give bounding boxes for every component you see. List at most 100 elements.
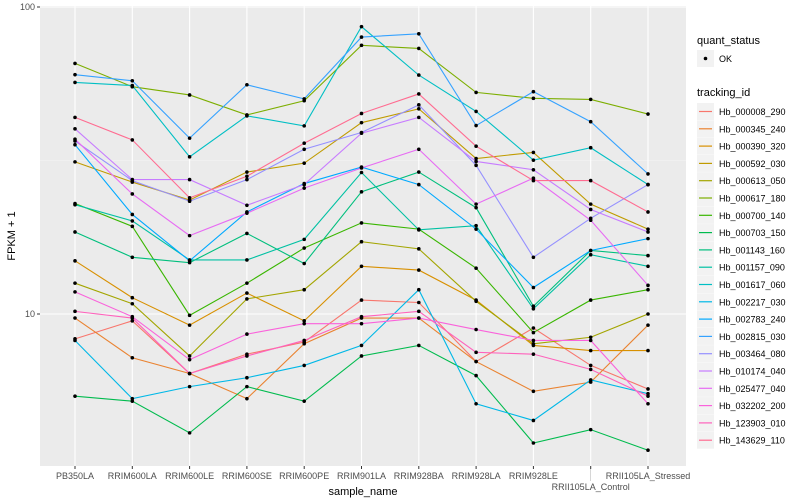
data-point-Hb_003464_080-RRIM928LE (531, 255, 536, 260)
data-point-Hb_000592_030-PB350LA (73, 160, 77, 164)
data-point-Hb_032202_200-RRIM901LA (359, 321, 364, 326)
data-point-Hb_032202_200-RRIM600SE (245, 332, 249, 336)
data-point-Hb_002217_030-RRIM600LE (187, 384, 192, 389)
data-point-Hb_001143_160-RRIM928BA (417, 170, 421, 174)
data-point-Hb_000345_240-RRIM928LA (474, 359, 478, 364)
legend-label-Hb_002815_030: Hb_002815_030 (719, 332, 786, 342)
data-point-Hb_010174_040-RRIM928LE (531, 167, 536, 172)
data-point-Hb_000613_050-RRII105LA_Control (588, 335, 593, 340)
legend: quant_status OK tracking_id Hb_000008_290 Hb… (697, 35, 786, 449)
data-point-Hb_000592_030-RRIM928LA (474, 156, 478, 161)
data-point-Hb_002815_030-RRIM928LE (531, 89, 536, 94)
data-point-Hb_001143_160-RRIM901LA (359, 190, 364, 194)
data-point-Hb_032202_200-RRII105LA_Control (588, 338, 593, 343)
data-point-Hb_000703_150-RRIM928BA (417, 343, 421, 348)
data-point-Hb_000345_240-RRIM600SE (245, 396, 249, 401)
x-tick-label: RRIM928LE (509, 471, 558, 481)
data-point-Hb_010174_040-RRII105LA_Control (588, 207, 593, 212)
data-point-Hb_000345_240-RRII105LA_Stressed (646, 323, 650, 327)
data-point-Hb_001617_060-RRIM901LA (359, 24, 364, 29)
data-point-Hb_001617_060-RRIM600PE (302, 124, 307, 128)
data-point-Hb_123903_010-RRIM600LA (130, 316, 135, 320)
data-point-Hb_000008_290-RRII105LA_Control (588, 363, 593, 368)
data-point-Hb_010174_040-RRII105LA_Stressed (646, 230, 650, 234)
data-point-Hb_123903_010-RRII105LA_Stressed (646, 394, 650, 398)
data-point-Hb_001617_060-PB350LA (73, 80, 77, 85)
data-point-Hb_002815_030-RRIM928LA (474, 123, 478, 128)
legend-title-tracking-id: tracking_id (697, 87, 750, 99)
legend-label-Hb_002217_030: Hb_002217_030 (719, 297, 786, 307)
x-tick-label: RRII105LA_Control (552, 482, 630, 492)
data-point-Hb_025477_040-RRII105LA_Control (588, 218, 593, 223)
data-point-Hb_003464_080-RRIM600PE (302, 147, 307, 152)
data-point-Hb_001157_090-RRIM600LA (130, 219, 135, 223)
data-point-Hb_003464_080-RRIM928BA (417, 103, 421, 107)
data-point-Hb_123903_010-RRIM600LE (187, 371, 192, 376)
data-point-Hb_000008_290-RRIM600LA (130, 319, 135, 323)
data-point-Hb_123903_010-RRII105LA_Control (588, 367, 593, 372)
data-point-Hb_000390_320-RRII105LA_Control (588, 348, 593, 353)
x-tick-label: RRIM901LA (337, 471, 386, 481)
data-point-Hb_000592_030-RRIM928BA (417, 107, 421, 111)
data-point-Hb_000703_150-RRIM600LE (187, 431, 192, 435)
data-point-Hb_000390_320-RRIM600PE (302, 319, 307, 323)
data-point-Hb_000592_030-RRIM600SE (245, 170, 249, 174)
data-point-Hb_003464_080-RRIM928LA (474, 163, 478, 168)
data-point-Hb_000008_290-RRIM928BA (417, 300, 421, 305)
data-point-Hb_001143_160-RRIM600LA (130, 255, 135, 260)
data-point-Hb_000617_180-RRII105LA_Stressed (646, 112, 650, 116)
data-point-Hb_002217_030-RRIM600PE (302, 363, 307, 368)
data-point-Hb_000700_140-RRIM600SE (245, 281, 249, 285)
data-point-Hb_143629_110-RRIM928LE (531, 178, 536, 183)
data-point-Hb_000345_240-RRIM600LA (130, 355, 135, 360)
data-point-Hb_000390_320-RRIM600SE (245, 291, 249, 295)
data-point-Hb_000613_050-RRIM928BA (417, 247, 421, 251)
data-point-Hb_001143_160-RRII105LA_Stressed (646, 253, 650, 258)
data-point-Hb_002217_030-RRIM928LA (474, 401, 478, 406)
legend-label-quant-status: OK (719, 54, 732, 64)
data-point-Hb_002217_030-RRIM901LA (359, 343, 364, 348)
data-point-Hb_143629_110-RRIM928LA (474, 144, 478, 149)
data-point-Hb_003464_080-RRIM600LE (187, 199, 192, 204)
legend-label-Hb_025477_040: Hb_025477_040 (719, 384, 786, 394)
data-point-Hb_025477_040-RRIM901LA (359, 166, 364, 170)
data-point-Hb_000390_320-PB350LA (73, 259, 77, 263)
legend-label-Hb_001157_090: Hb_001157_090 (719, 263, 785, 273)
data-point-Hb_000700_140-RRIM928LE (531, 330, 536, 335)
legend-label-Hb_010174_040: Hb_010174_040 (719, 367, 786, 377)
data-point-Hb_010174_040-RRIM600LE (187, 177, 192, 182)
data-point-Hb_000703_150-RRIM928LA (474, 373, 478, 378)
data-point-Hb_000613_050-PB350LA (73, 281, 77, 285)
data-point-Hb_000700_140-RRIM600PE (302, 246, 307, 250)
data-point-Hb_000613_050-RRIM600LE (187, 354, 192, 358)
data-point-Hb_001157_090-RRII105LA_Stressed (646, 264, 650, 269)
legend-label-Hb_000617_180: Hb_000617_180 (719, 194, 786, 204)
legend-label-Hb_000613_050: Hb_000613_050 (719, 176, 786, 186)
legend-label-Hb_000345_240: Hb_000345_240 (719, 124, 786, 134)
data-point-Hb_000592_030-RRIM928LE (531, 150, 536, 155)
data-point-Hb_025477_040-RRIM600PE (302, 186, 307, 190)
data-point-Hb_001157_090-RRIM600SE (245, 258, 249, 262)
data-point-Hb_002217_030-RRII105LA_Control (588, 378, 593, 382)
data-point-Hb_000008_290-RRIM901LA (359, 298, 364, 302)
data-point-Hb_000700_140-RRIM901LA (359, 221, 364, 225)
legend-label-Hb_001617_060: Hb_001617_060 (719, 280, 786, 290)
data-point-Hb_025477_040-RRIM600LE (187, 233, 192, 238)
data-point-Hb_002217_030-RRIM928LE (531, 418, 536, 423)
data-point-Hb_000592_030-RRII105LA_Control (588, 202, 593, 206)
data-point-Hb_000613_050-RRIM901LA (359, 239, 364, 244)
data-point-Hb_000703_150-RRIM928LE (531, 441, 536, 445)
data-point-Hb_123903_010-PB350LA (73, 309, 77, 314)
data-point-Hb_025477_040-RRIM928LA (474, 202, 478, 206)
data-point-Hb_032202_200-RRIM600PE (302, 321, 307, 326)
data-point-Hb_000592_030-RRIM901LA (359, 120, 364, 125)
data-point-Hb_001157_090-RRIM928LA (474, 223, 478, 228)
data-point-Hb_001157_090-RRIM928LE (531, 306, 536, 311)
data-point-Hb_123903_010-RRIM901LA (359, 314, 364, 319)
data-point-Hb_010174_040-RRIM600PE (302, 182, 307, 187)
data-point-Hb_000613_050-RRIM928LE (531, 341, 536, 346)
legend-label-Hb_032202_200: Hb_032202_200 (719, 401, 786, 411)
data-point-Hb_000700_140-RRIM600LE (187, 313, 192, 318)
data-point-Hb_002217_030-RRIM928BA (417, 287, 421, 292)
